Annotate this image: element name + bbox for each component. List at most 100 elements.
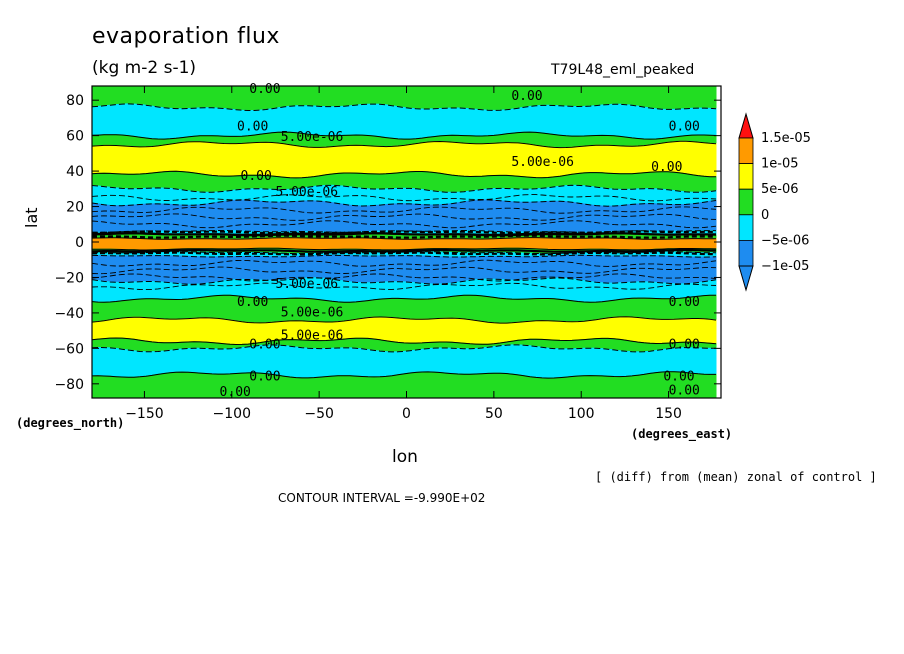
colorbar-label-4: −5e-06 [761, 233, 809, 248]
colorbar-cell-4 [738, 239, 754, 267]
contour-equatorial-1 [92, 232, 717, 237]
chart-title: evaporation flux [92, 24, 280, 49]
contour-label-16: 0.00 [249, 369, 280, 384]
contour-dashed-1 [92, 213, 717, 221]
contour-dashed-4 [92, 266, 717, 275]
colorbar-label-5: −1e-05 [761, 259, 809, 274]
contour-label-text-14: 0.00 [249, 337, 280, 352]
contour-line-16 [92, 337, 717, 346]
colorbar-cell-2 [738, 188, 754, 216]
contour-label-7: 0.00 [241, 169, 272, 184]
contour-label-text-15: 0.00 [669, 337, 700, 352]
band-1 [92, 103, 717, 140]
contour-label-5: 5.00e-06 [511, 155, 574, 170]
colorbar-arrow-top [738, 112, 754, 139]
x-tick-label-5: 100 [568, 406, 595, 422]
contour-label-text-5: 5.00e-06 [511, 155, 574, 170]
y-tick-label-5: 20 [66, 200, 84, 216]
contour-lines [92, 103, 717, 379]
contour-dashed-2 [92, 220, 717, 229]
colorbar-cell-1 [738, 163, 754, 190]
colorbar-label-2: 5e-06 [761, 182, 799, 197]
y-tick-label-0: −80 [54, 377, 84, 393]
y-tick-label-8: 80 [66, 93, 84, 109]
contour-label-text-12: 5.00e-06 [281, 305, 344, 320]
contour-label-11: 0.00 [669, 295, 700, 310]
contour-label-text-8: 5.00e-06 [275, 185, 338, 200]
colorbar-label-0: 1.5e-05 [761, 131, 811, 146]
axes: −150 −100 −50 0 50 100 150 −80 −60 −40 −20 0 20 40 60 8… [54, 86, 721, 422]
contour-line-17 [92, 344, 716, 353]
contour-label-13: 5.00e-06 [281, 329, 344, 344]
contour-label-12: 5.00e-06 [281, 305, 344, 320]
contour-label-text-4: 5.00e-06 [281, 130, 344, 145]
colorbar: 1.5e-05 1e-05 5e-06 0 −5e-06 −1e-05 [738, 112, 811, 292]
contour-label-2: 0.00 [237, 119, 268, 134]
y-tick-label-3: −20 [54, 270, 84, 286]
contour-label-15: 0.00 [669, 337, 700, 352]
contour-label-18: 0.00 [669, 383, 700, 398]
contour-dashed-0 [92, 206, 717, 214]
contour-interval: CONTOUR INTERVAL =-9.990E+02 [278, 491, 486, 505]
x-tick-label-4: 50 [485, 406, 503, 422]
contour-label-text-0: 0.00 [249, 82, 280, 97]
contour-line-2 [92, 131, 717, 140]
colorbar-cell-3 [738, 214, 754, 241]
y-tick-label-1: −60 [54, 341, 84, 357]
contour-line-6 [92, 199, 717, 207]
contour-dashed-6 [92, 194, 717, 202]
contour-label-6: 0.00 [651, 160, 682, 175]
contour-label-text-17: 0.00 [663, 369, 694, 384]
x-tick-label-2: −50 [304, 406, 334, 422]
contour-equatorial-4 [92, 251, 716, 256]
contour-label-10: 0.00 [237, 295, 268, 310]
x-tick-label-6: 150 [655, 406, 682, 422]
x-tick-label-0: −150 [125, 406, 163, 422]
contour-label-text-10: 0.00 [237, 295, 268, 310]
contour-line-14 [92, 294, 716, 303]
contour-equatorial-2 [92, 234, 716, 239]
contour-line-11 [92, 251, 716, 255]
contour-label-text-19: 0.00 [220, 385, 251, 400]
contour-label-text-2: 0.00 [237, 119, 268, 134]
x-tick-label-3: 0 [402, 406, 411, 422]
run-label: T79L48_eml_peaked [551, 62, 695, 78]
contour-line-3 [92, 140, 717, 149]
contour-line-15 [92, 316, 717, 324]
contour-label-3: 0.00 [669, 119, 700, 134]
contour-label-text-1: 0.00 [511, 89, 542, 104]
contour-line-5 [92, 184, 717, 193]
colorbar-label-1: 1e-05 [761, 157, 799, 172]
contour-label-text-3: 0.00 [669, 119, 700, 134]
contour-dashed-7 [92, 282, 717, 291]
contour-label-17: 0.00 [663, 369, 694, 384]
contour-label-text-16: 0.00 [249, 369, 280, 384]
y-axis-units: (degrees_north) [16, 416, 125, 430]
contour-dashed-5 [92, 273, 717, 282]
contour-label-19: 0.00 [220, 385, 251, 400]
contour-label-14: 0.00 [249, 337, 280, 352]
chart-units: (kg m-2 s-1) [92, 58, 197, 78]
y-tick-label-6: 40 [66, 164, 84, 180]
diff-note: [ (diff) from (mean) zonal of control ] [595, 470, 877, 484]
contour-label-9: 5.00e-06 [275, 277, 338, 292]
contour-label-text-6: 0.00 [651, 160, 682, 175]
colorbar-arrow-bottom [738, 265, 754, 292]
contour-label-8: 5.00e-06 [275, 185, 338, 200]
contour-label-text-7: 0.00 [241, 169, 272, 184]
x-axis-title: lon [392, 447, 418, 467]
contour-line-9 [92, 237, 717, 240]
contour-equatorial-3 [92, 248, 717, 253]
contour-label-text-11: 0.00 [669, 295, 700, 310]
contour-label-1: 0.00 [511, 89, 542, 104]
contour-line-10 [92, 247, 717, 251]
y-tick-label-7: 60 [66, 129, 84, 145]
contour-label-0: 0.00 [249, 82, 280, 97]
contour-label-text-9: 5.00e-06 [275, 277, 338, 292]
contour-labels: 0.00 0.000.00 0.005.00e-065.00e-06 0.000.00… [220, 82, 700, 400]
y-tick-label-2: −40 [54, 306, 84, 322]
contour-line-12 [92, 254, 717, 258]
contour-line-1 [92, 103, 717, 111]
contour-dashed-3 [92, 259, 717, 267]
